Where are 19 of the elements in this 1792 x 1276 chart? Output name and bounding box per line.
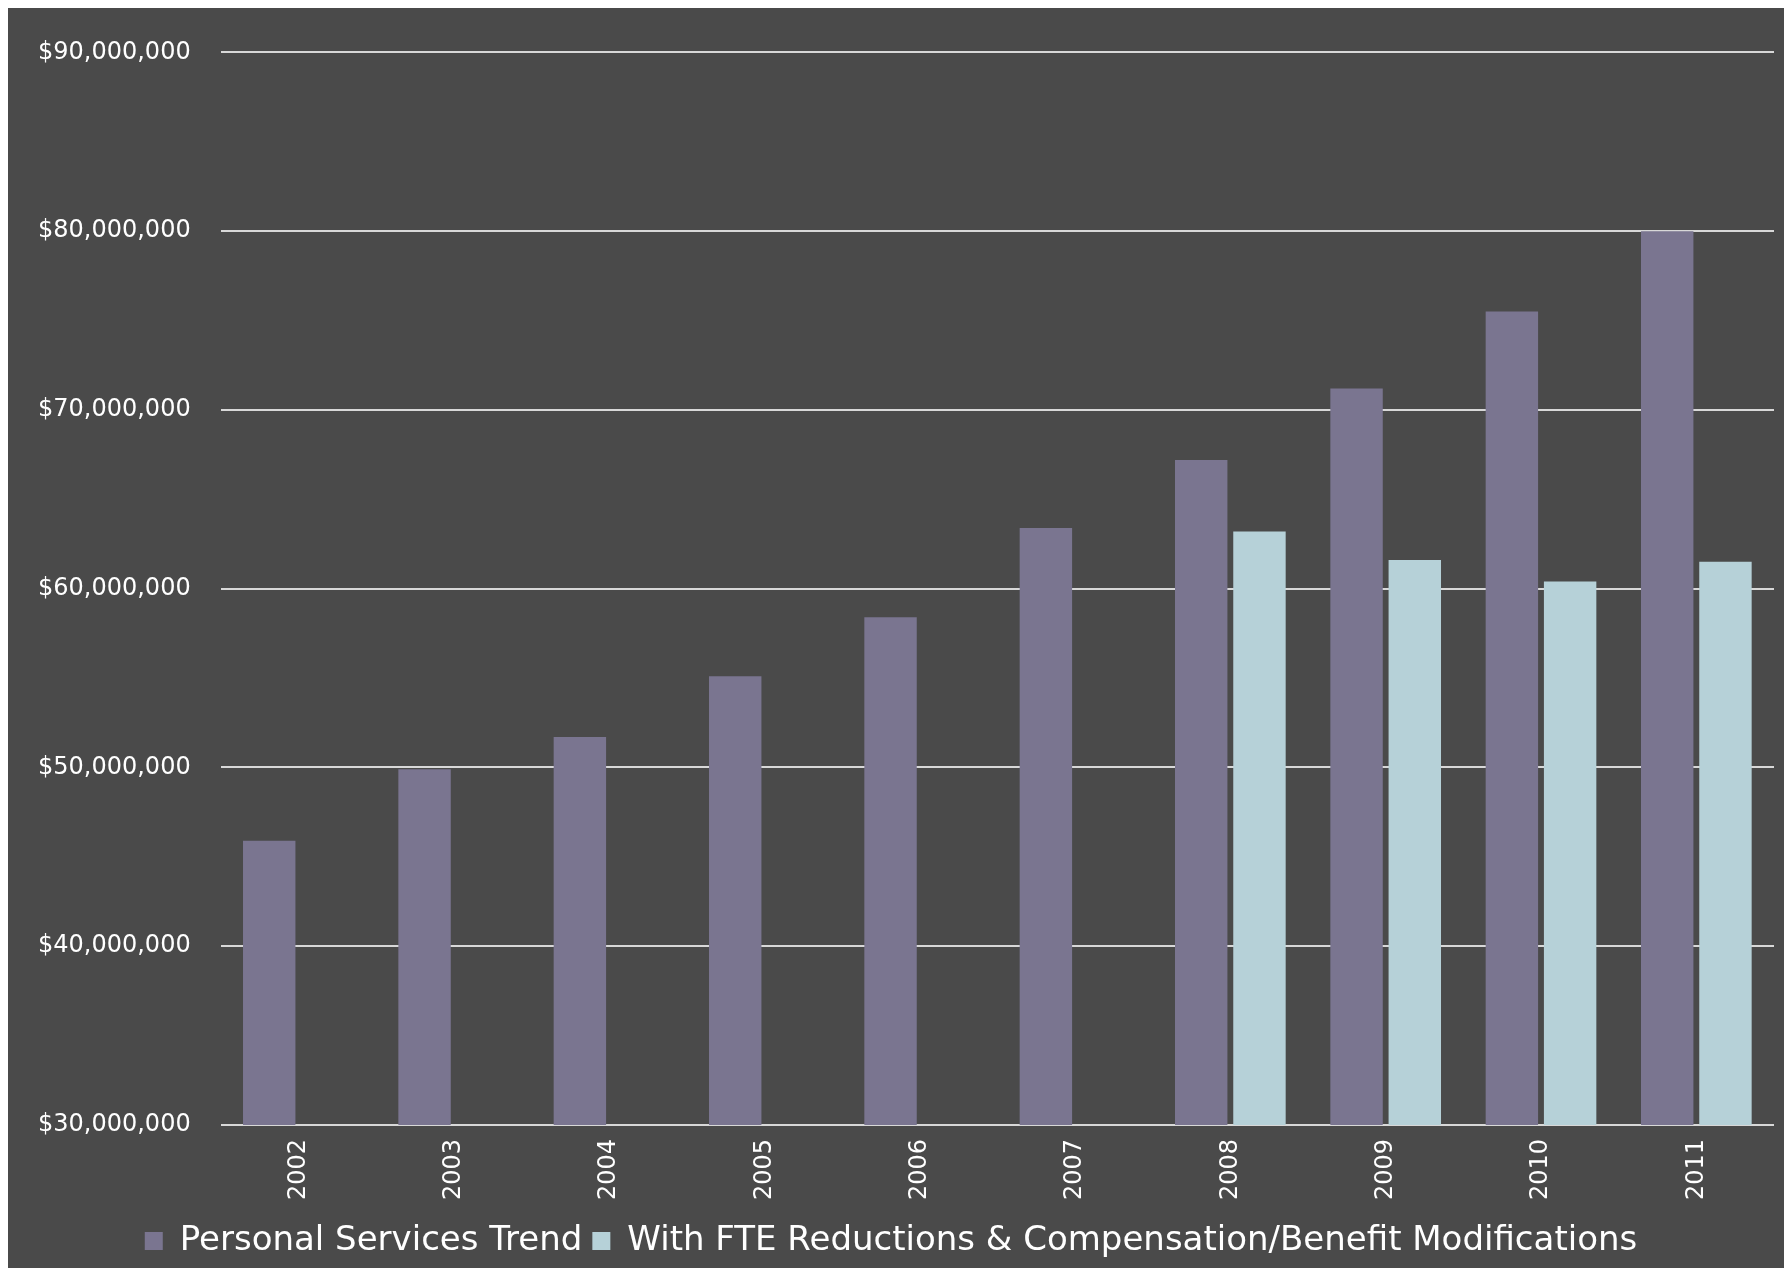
x-tick-label: 2006 [903,1138,932,1200]
x-tick-label: 2009 [1369,1138,1398,1200]
y-tick-label: $90,000,000 [38,36,191,65]
x-tick-label: 2004 [593,1138,622,1200]
x-tick-label: 2005 [748,1138,777,1200]
x-tick-label: 2008 [1214,1138,1243,1200]
x-tick-label: 2010 [1525,1138,1554,1200]
y-tick-label: $50,000,000 [38,751,191,780]
x-tick-label: 2011 [1680,1138,1709,1200]
y-tick-label: $60,000,000 [38,572,191,601]
x-tick-label: 2002 [282,1138,311,1200]
legend-label: Personal Services Trend [179,1217,583,1258]
y-tick-label: $40,000,000 [38,930,191,959]
x-tick-label: 2003 [437,1138,466,1200]
y-tick-label: $70,000,000 [38,394,191,423]
legend-label: With FTE Reductions & Compensation/Benefit Modifications [627,1217,1638,1258]
y-tick-label: $30,000,000 [38,1109,191,1138]
y-tick-label: $80,000,000 [38,215,191,244]
x-tick-label: 2007 [1059,1138,1088,1200]
